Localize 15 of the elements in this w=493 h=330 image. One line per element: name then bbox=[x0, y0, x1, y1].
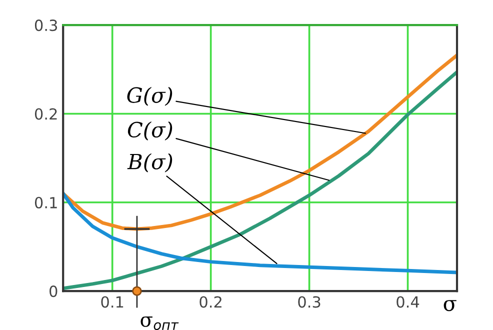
y-tick-label: 0 bbox=[50, 286, 58, 298]
y-tick-label: 0.1 bbox=[34, 196, 57, 208]
x-tick-label: 0.3 bbox=[298, 296, 320, 308]
x-tick-label: 0.2 bbox=[200, 296, 222, 308]
annotation: C(σ) bbox=[128, 121, 172, 140]
x-axis-title: σ bbox=[444, 300, 456, 312]
annotation: G(σ) bbox=[127, 86, 172, 106]
line-series bbox=[63, 53, 458, 231]
y-tick-label: 0.3 bbox=[34, 20, 58, 32]
annotation: B(σ) bbox=[127, 153, 172, 172]
annotation: σ$_{опт}$ bbox=[140, 316, 179, 330]
x-tick-label: 0.1 bbox=[101, 296, 124, 308]
x-tick-label: 0.4 bbox=[396, 296, 420, 308]
y-tick-label: 0.2 bbox=[34, 108, 57, 120]
line-series bbox=[63, 192, 458, 274]
